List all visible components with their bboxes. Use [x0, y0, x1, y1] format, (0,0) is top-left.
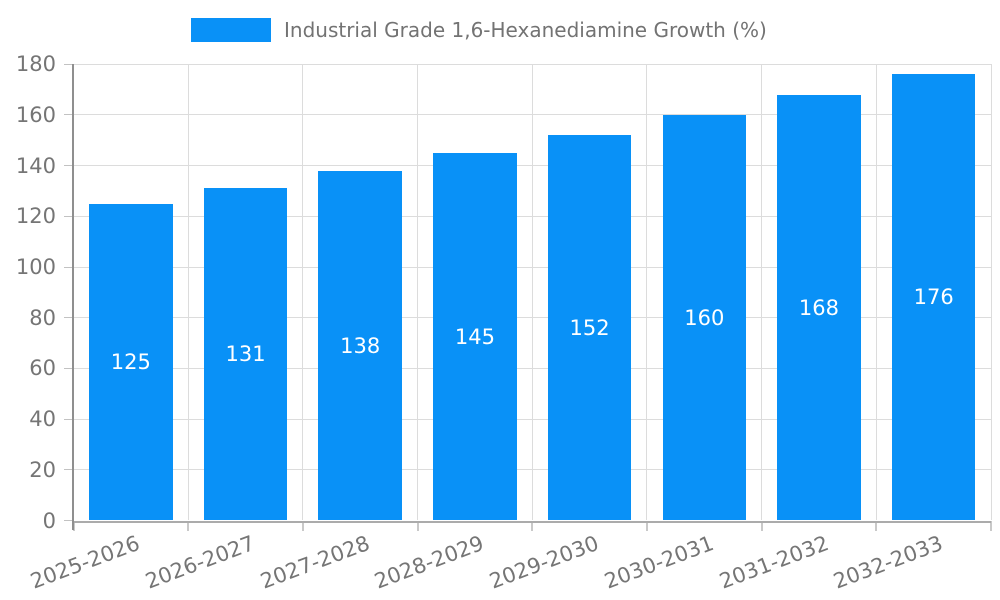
x-axis-tick [72, 520, 75, 531]
y-axis-tick-label: 80 [29, 305, 56, 330]
x-axis-tick [760, 520, 763, 531]
x-axis-tick [187, 520, 190, 531]
x-gridline [875, 64, 877, 521]
y-axis-tick [63, 520, 74, 521]
bar [89, 203, 173, 521]
y-axis-tick [63, 165, 74, 167]
y-axis-tick [63, 63, 74, 65]
bar-value-label: 176 [913, 285, 954, 310]
y-axis-tick-label: 120 [15, 204, 56, 229]
x-gridline [187, 64, 189, 521]
bar [547, 135, 632, 521]
legend-label: Industrial Grade 1,6-Hexanediamine Growt… [284, 18, 767, 42]
x-gridline [761, 64, 763, 521]
x-axis-line [73, 520, 991, 523]
bar-value-label: 145 [454, 324, 495, 349]
bar [433, 153, 517, 521]
y-axis-tick-label: 140 [15, 153, 56, 178]
x-axis-tick-label: 2030-2031 [601, 530, 717, 594]
y-axis-tick [63, 469, 74, 471]
y-axis-tick-label: 0 [42, 508, 56, 533]
y-axis-tick-label: 180 [15, 52, 56, 77]
y-axis-tick-label: 40 [29, 407, 56, 432]
bar [203, 188, 288, 521]
y-axis-tick-label: 60 [29, 356, 56, 381]
x-axis-tick-label: 2027-2028 [256, 530, 373, 594]
x-axis-tick-label: 2028-2029 [371, 530, 488, 594]
y-axis-tick [63, 114, 74, 116]
x-axis-tick [875, 520, 878, 531]
y-axis-tick-label: 100 [15, 255, 56, 280]
x-gridline [990, 64, 992, 521]
y-axis-line [71, 64, 74, 531]
x-axis-tick [990, 520, 992, 531]
y-axis-tick [63, 367, 74, 369]
y-axis-tick [63, 215, 74, 217]
bar-value-label: 160 [684, 305, 725, 330]
x-axis-tick-label: 2031-2032 [715, 530, 832, 594]
bar [891, 74, 976, 521]
x-axis-tick [531, 520, 534, 531]
bar [318, 170, 402, 521]
x-gridline [302, 64, 304, 521]
bar-value-label: 138 [340, 333, 381, 358]
legend-color-swatch [191, 18, 271, 42]
bar-value-label: 168 [798, 295, 840, 320]
x-axis-tick [645, 520, 648, 531]
y-axis-tick [63, 317, 74, 319]
x-axis-tick [416, 520, 419, 531]
x-axis-tick [301, 520, 304, 531]
y-axis-tick [63, 418, 74, 420]
y-axis-tick-label: 160 [15, 102, 56, 127]
x-gridline [531, 64, 533, 521]
legend-item[interactable]: Industrial Grade 1,6-Hexanediamine Growt… [191, 18, 767, 42]
x-axis-tick-label: 2032-2033 [830, 530, 947, 594]
bar-value-label: 152 [569, 315, 610, 340]
x-axis-tick-label: 2025-2026 [27, 530, 144, 594]
bar [777, 94, 861, 521]
bar [662, 114, 747, 521]
y-axis-tick [63, 266, 74, 268]
x-axis-tick-label: 2026-2027 [142, 530, 258, 594]
bar-value-label: 125 [110, 350, 151, 375]
bar-value-label: 131 [225, 342, 266, 367]
x-gridline [646, 64, 648, 521]
x-axis-tick-label: 2029-2030 [486, 530, 602, 594]
y-axis-tick-label: 20 [29, 457, 56, 482]
x-gridline [417, 64, 419, 521]
